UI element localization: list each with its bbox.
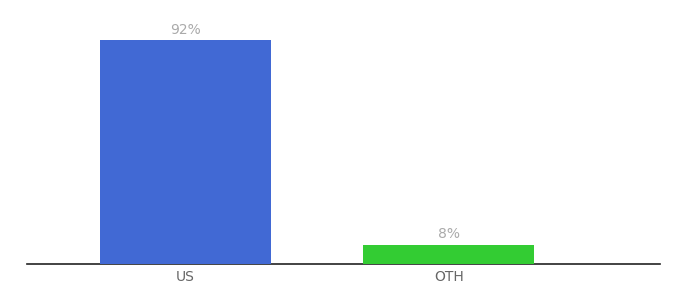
Bar — [100, 40, 271, 264]
Text: 92%: 92% — [170, 23, 201, 37]
Bar — [363, 244, 534, 264]
Text: 8%: 8% — [438, 227, 460, 241]
